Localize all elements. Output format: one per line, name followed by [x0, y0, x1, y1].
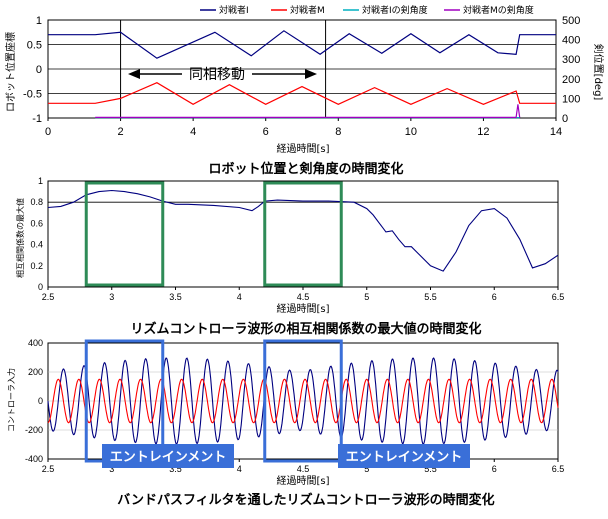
panel-1-xtick-label: 4: [190, 126, 196, 138]
panel-1-xtick-label: 6: [263, 126, 269, 138]
panel-3-ytick-label: -200: [25, 425, 43, 435]
panel-2-ytick-label: 0.4: [30, 240, 43, 250]
panel-1-xlabel: 経過時間[s]: [276, 142, 329, 155]
panel-2-xtick-label: 2.5: [42, 292, 55, 302]
panel-3-ytick-label: -400: [25, 454, 43, 464]
panel-3-xtick-label: 4.5: [297, 464, 310, 474]
panel-2-title: リズムコントローラ波形の相互相関係数の最大値の時間変化: [130, 321, 481, 337]
in-phase-annotation: 同相移動: [128, 64, 317, 84]
panel-1-xtick-label: 14: [550, 126, 562, 138]
panel-2-xtick-label: 6.5: [552, 292, 565, 302]
panel-1-title: ロボット位置と剣角度の時間変化: [208, 161, 403, 177]
panel-1-ytick-label: 0: [36, 64, 42, 76]
panel-1-plot: 0 2 4 6 8 10 12 14 1 0.5 0 -0.5 -1 500 400 300 200 100 0: [23, 15, 580, 138]
panel-3-xtick-label: 6: [492, 464, 497, 474]
panel-1-series-2: [48, 82, 556, 105]
panel-1-ytick-right-label: 300: [562, 54, 580, 66]
panel-1-xtick-label: 0: [45, 126, 51, 138]
panel-1-ylabel: ロボット位置座標: [4, 32, 17, 112]
panel-3-ytick-label: 200: [28, 367, 43, 377]
panel-1-ytick-label: 0.5: [27, 40, 42, 52]
panel-2-ytick-label: 0: [38, 282, 43, 292]
panel-1-ytick-label: -0.5: [23, 89, 42, 101]
panel-1-ytick-right-label: 400: [562, 35, 580, 47]
panel-2-ytick-label: 1: [38, 176, 43, 186]
panel-1-ytick-right-label: 100: [562, 93, 580, 105]
panel-2-plot: 2.5 3 3.5 4 4.5 5 5.5 6 6.5 1 0.8 0.6 0.4 0.2 0: [30, 176, 564, 302]
legend-label-series-3: 対戦者Iの剣角度: [362, 4, 428, 16]
panel-1-xtick-label: 2: [118, 126, 124, 138]
panel-3-xtick-label: 3.5: [169, 464, 182, 474]
panel-1-ytick-right-label: 0: [562, 113, 568, 125]
panel-3-xtick-label: 3: [109, 464, 114, 474]
panel-3-xtick-label: 2.5: [42, 464, 55, 474]
panel-1-series-4: [95, 104, 521, 119]
panel-3-xtick-label: 5: [364, 464, 369, 474]
legend-label-series-1: 対戦者I: [219, 4, 249, 16]
panel-3-highlight-box-2: [263, 339, 343, 463]
panel-1-xtick-label: 8: [335, 126, 341, 138]
panel-3-series-1: [47, 357, 559, 445]
in-phase-label: 同相移動: [189, 67, 245, 83]
panel-2-frame: [47, 180, 559, 288]
panel-1-ytick-label: 1: [36, 15, 42, 27]
entrainment-badge-2: [338, 444, 470, 468]
panel-2-ytick-label: 0.6: [30, 218, 43, 228]
panel-3-xtick-label: 6.5: [552, 464, 565, 474]
panel-1-ytick-right-label: 500: [562, 15, 580, 27]
panel-2-xtick-label: 6: [492, 292, 497, 302]
panel-1-series-1: [48, 30, 556, 59]
panel-2-xtick-label: 4: [237, 292, 242, 302]
panel-3-ylabel: コントローラ入力: [6, 368, 16, 432]
panel-3-xtick-label: 5.5: [424, 464, 437, 474]
panel-2-xtick-label: 3.5: [169, 292, 182, 302]
panel-3-ytick-label: 0: [38, 396, 43, 406]
panel-2-xtick-label: 3: [109, 292, 114, 302]
legend: 対戦者I 対戦者M 対戦者Iの剣角度 対戦者Mの剣角度: [200, 4, 534, 16]
panel-3-xlabel: 経過時間[s]: [276, 474, 329, 487]
panel-1: 対戦者I 対戦者M 対戦者Iの剣角度 対戦者Mの剣角度 ロボット位置座標 剣位置…: [4, 4, 605, 177]
panel-1-xtick-label: 10: [405, 126, 417, 138]
panel-1-ytick-right-label: 200: [562, 74, 580, 86]
panel-2-ytick-label: 0.8: [30, 197, 43, 207]
legend-label-series-2: 対戦者M: [290, 4, 325, 16]
panel-2-xtick-label: 5.5: [424, 292, 437, 302]
panel-2-ylabel: 相互相関係数の最大値: [15, 198, 25, 278]
panel-3-xtick-label: 4: [237, 464, 242, 474]
panel-2-highlight-box-2: [263, 181, 343, 287]
panel-2-xtick-label: 4.5: [297, 292, 310, 302]
panel-3-ytick-label: 400: [28, 338, 43, 348]
panel-3-title: バンドパスフィルタを通したリズムコントローラ波形の時間変化: [117, 492, 494, 508]
panel-3-plot: 2.5 3 3.5 4 4.5 5 5.5 6 6.5 400 200 0 -200 -400 エントレイン…: [25, 338, 564, 474]
panel-2-series-1: [47, 189, 559, 272]
panel-1-ytick-label: -1: [32, 113, 42, 125]
entrainment-label-2: エントレインメント: [346, 450, 463, 465]
panel-3: コントローラ入力 経過時間[s] バンドパスフィルタを通したリズムコントローラ波…: [6, 368, 495, 508]
panel-1-xtick-label: 12: [477, 126, 489, 138]
panel-2-highlight-box-1: [84, 181, 165, 287]
entrainment-label-1: エントレインメント: [110, 450, 227, 465]
panel-2-xlabel: 経過時間[s]: [276, 302, 329, 315]
entrainment-badge-1: [102, 444, 234, 468]
panel-2-ytick-label: 0.2: [30, 261, 43, 271]
panel-2: 相互相関係数の最大値 経過時間[s] リズムコントローラ波形の相互相関係数の最大…: [15, 198, 482, 337]
panel-2-xtick-label: 5: [364, 292, 369, 302]
legend-label-series-4: 対戦者Mの剣角度: [463, 4, 534, 16]
panel-1-ylabel-right: 剣位置[deg]: [592, 44, 605, 101]
panel-3-series-2: [47, 378, 559, 424]
